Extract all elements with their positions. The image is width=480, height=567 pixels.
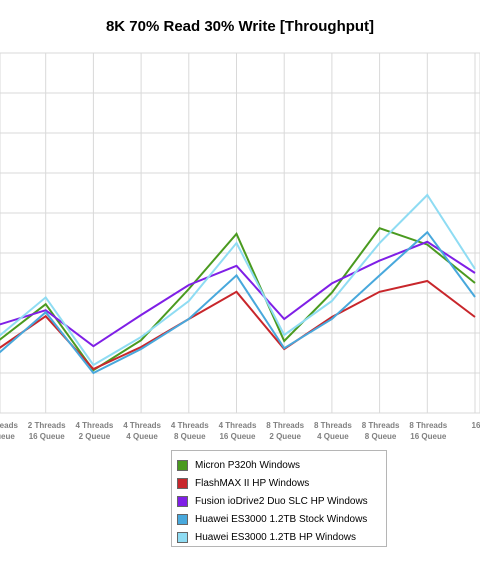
legend-item: Huawei ES3000 1.2TB Stock Windows — [177, 510, 386, 528]
x-tick-label: 8 Queue — [0, 432, 15, 441]
x-tick-label: 2 Queue — [269, 432, 301, 441]
x-tick-label: 16 Queue — [219, 432, 256, 441]
legend-label: Huawei ES3000 1.2TB Stock Windows — [195, 513, 368, 525]
series-line-3 — [0, 240, 476, 348]
series-line-4 — [0, 230, 476, 375]
series-line-2 — [0, 279, 476, 371]
plot-frame — [0, 52, 480, 414]
legend-item: FlashMAX II HP Windows — [177, 474, 386, 492]
x-tick-label: 4 Queue — [126, 432, 158, 441]
x-tick-label: 8 Threads — [362, 421, 400, 430]
legend-label: Fusion ioDrive2 Duo SLC HP Windows — [195, 495, 368, 507]
legend-item: Fusion ioDrive2 Duo SLC HP Windows — [177, 492, 386, 510]
legend-swatch — [177, 459, 188, 471]
x-tick-label: 8 Threads — [266, 421, 304, 430]
x-tick-label: 4 Threads — [219, 421, 257, 430]
series-lines — [0, 193, 476, 375]
x-tick-label: 4 Threads — [76, 421, 114, 430]
x-tick-label: 2 Queue — [79, 432, 111, 441]
legend-label: Huawei ES3000 1.2TB HP Windows — [195, 531, 357, 543]
x-tick-label: 8 Threads — [409, 421, 447, 430]
x-tick-label: 16 — [472, 421, 480, 430]
legend-label: FlashMAX II HP Windows — [195, 477, 310, 489]
legend-swatch — [177, 531, 188, 543]
legend-swatch — [177, 495, 188, 507]
x-tick-label: 2 Threads — [0, 421, 18, 430]
x-tick-label: 4 Queue — [317, 432, 349, 441]
x-tick-label: 4 Threads — [123, 421, 161, 430]
x-tick-label: 4 Threads — [171, 421, 209, 430]
series-line-1 — [0, 227, 476, 372]
x-tick-label: 8 Queue — [174, 432, 206, 441]
series-line-5 — [0, 193, 476, 367]
x-tick-label: 16 Queue — [410, 432, 447, 441]
legend-item: Micron P320h Windows — [177, 456, 386, 474]
legend-item: Huawei ES3000 1.2TB HP Windows — [177, 528, 386, 546]
grid-lines — [0, 52, 480, 414]
legend: Micron P320h Windows FlashMAX II HP Windo… — [171, 450, 387, 547]
x-tick-label: 2 Threads — [28, 421, 66, 430]
x-tick-labels: 2 Threads 8 Queue 2 Threads 16 Queue 4 Threa… — [0, 421, 480, 441]
legend-swatch — [177, 477, 188, 489]
chart-title: 8K 70% Read 30% Write [Throughput] — [105, 18, 375, 35]
legend-swatch — [177, 513, 188, 525]
x-tick-label: 16 Queue — [29, 432, 66, 441]
legend-label: Micron P320h Windows — [195, 459, 301, 471]
x-tick-label: 8 Threads — [314, 421, 352, 430]
x-tick-label: 8 Queue — [365, 432, 397, 441]
